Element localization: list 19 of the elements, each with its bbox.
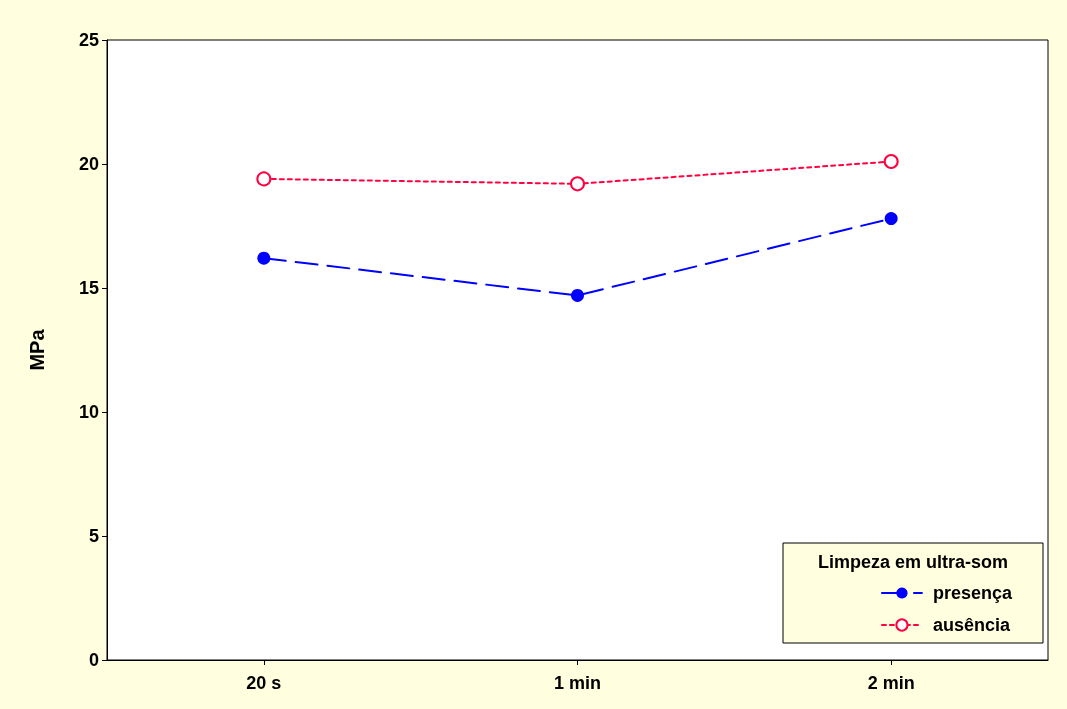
y-tick-label: 5 <box>88 526 99 546</box>
point <box>570 176 585 192</box>
y-tick-label: 15 <box>78 278 99 298</box>
legend-title: Limpeza em ultra-som <box>817 552 1009 572</box>
y-tick-label: 25 <box>78 30 99 50</box>
legend-label: presença <box>932 583 1013 603</box>
point <box>257 251 271 265</box>
x-tick-label: 20 s <box>246 673 282 693</box>
x-tick-label: 1 min <box>553 673 602 693</box>
point <box>256 171 272 187</box>
legend-label: ausência <box>932 615 1011 635</box>
point <box>571 288 584 302</box>
y-tick-label: 0 <box>88 650 99 670</box>
y-tick-label: 20 <box>78 154 99 174</box>
x-tick-label: 2 min <box>867 673 915 693</box>
point <box>884 212 898 226</box>
point <box>883 154 899 170</box>
y-tick-label: 10 <box>78 402 99 422</box>
y-axis-title: MPa <box>26 328 48 371</box>
